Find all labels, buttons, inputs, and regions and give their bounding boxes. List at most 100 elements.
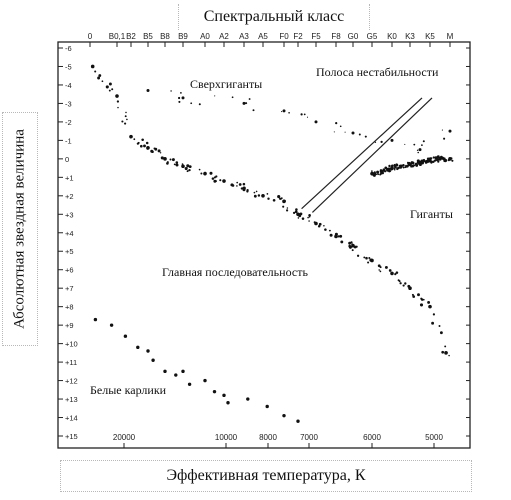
giant-star	[399, 165, 403, 169]
magnitude-tick-label: +1	[65, 173, 74, 182]
magnitude-tick-label: -5	[65, 62, 72, 71]
spectral-tick-label: 0	[88, 32, 93, 41]
main-sequence-star	[286, 207, 289, 209]
giant-star	[391, 164, 394, 168]
giant-star	[388, 164, 391, 168]
main-sequence-star	[296, 212, 300, 217]
main-sequence-star	[146, 147, 150, 150]
spectral-tick-label: F2	[293, 32, 303, 41]
white-dwarf-star	[181, 369, 185, 374]
magnitude-tick-label: -1	[65, 136, 72, 145]
main-sequence-star	[159, 152, 162, 154]
main-sequence-star	[388, 269, 392, 272]
main-sequence-star	[175, 164, 178, 166]
giant-star	[411, 164, 415, 168]
supergiant-star	[417, 151, 419, 154]
main-sequence-star	[282, 205, 285, 208]
white-dwarf-star	[151, 358, 155, 362]
giant-star	[421, 159, 425, 163]
white-dwarf-star	[212, 389, 217, 394]
spectral-tick-label: K0	[387, 32, 397, 41]
giant-star	[430, 161, 433, 164]
giant-star	[373, 174, 376, 177]
temperature-tick-label: 5000	[425, 433, 443, 442]
main-sequence-star	[133, 138, 136, 141]
giant-star	[380, 171, 383, 175]
supergiant-star	[245, 102, 248, 105]
main-sequence-star	[280, 198, 282, 200]
spectral-tick-label: B2	[126, 32, 136, 41]
spectral-tick-label: F8	[331, 32, 341, 41]
main-sequence-star	[295, 208, 298, 211]
supergiant-star	[146, 88, 150, 92]
white-dwarf-star	[136, 345, 140, 350]
main-sequence-star	[323, 224, 325, 227]
supergiant-star	[448, 129, 452, 133]
temperature-tick-label: 20000	[113, 433, 136, 442]
main-sequence-star	[166, 161, 169, 164]
supergiant-star	[314, 120, 318, 124]
main-sequence-star	[124, 115, 127, 118]
spectral-tick-label: A5	[258, 32, 268, 41]
main-sequence-star	[124, 122, 127, 125]
magnitude-tick-label: +7	[65, 284, 74, 293]
magnitude-tick-label: +6	[65, 266, 74, 275]
main-sequence-star	[300, 212, 303, 215]
main-sequence-star	[211, 177, 215, 180]
main-sequence-star	[255, 190, 258, 193]
main-sequence-star	[394, 273, 397, 276]
instability-strip-line	[301, 97, 423, 210]
giant-star	[434, 159, 437, 162]
main-sequence-star	[355, 245, 358, 248]
main-sequence-star	[236, 181, 239, 184]
giant-star	[376, 170, 380, 174]
main-sequence-star	[308, 215, 311, 218]
spectral-tick-label: B9	[178, 32, 188, 41]
supergiant-star	[333, 131, 335, 133]
supergiant-star	[335, 121, 338, 125]
supergiant-star	[416, 149, 419, 151]
giant-star	[402, 166, 405, 169]
giant-star	[443, 157, 446, 160]
magnitude-tick-label: +3	[65, 210, 74, 219]
white-dwarf-star	[265, 404, 269, 409]
giant-star	[396, 167, 399, 171]
white-dwarf-star	[282, 413, 286, 418]
spectral-tick-label: F0	[279, 32, 289, 41]
main-sequence-star	[97, 76, 101, 80]
giant-star	[393, 167, 396, 170]
main-sequence-star	[181, 164, 185, 169]
main-sequence-star	[253, 191, 256, 194]
main-sequence-star	[390, 271, 394, 276]
main-sequence-star	[308, 213, 311, 217]
magnitude-tick-label: +4	[65, 229, 74, 238]
supergiant-star	[364, 135, 367, 138]
giant-star	[415, 164, 419, 167]
main-sequence-star	[438, 325, 441, 327]
spectral-tick-label: M	[447, 32, 454, 41]
main-sequence-star	[427, 300, 431, 304]
main-sequence-star	[203, 171, 207, 175]
main-sequence-star	[294, 210, 298, 214]
main-sequence-star	[143, 144, 146, 148]
main-sequence-star	[402, 284, 405, 287]
main-sequence-star	[272, 198, 276, 202]
main-sequence-star	[253, 194, 257, 198]
white-dwarf-star	[146, 349, 150, 353]
main-sequence-star	[242, 182, 246, 186]
supergiant-star	[170, 90, 172, 92]
main-sequence-star	[324, 228, 327, 231]
giant-star	[393, 163, 396, 166]
main-sequence-star	[163, 157, 167, 161]
white-dwarf-star	[246, 397, 250, 401]
main-sequence-star	[348, 244, 352, 248]
spectral-tick-label: G0	[348, 32, 359, 41]
main-sequence-star	[286, 209, 289, 212]
main-sequence-star	[419, 303, 424, 307]
main-sequence-star	[384, 265, 388, 269]
main-sequence-star	[408, 286, 412, 290]
supergiant-star	[390, 138, 394, 142]
white-dwarf-star	[174, 373, 178, 377]
label-instability-strip: Полоса нестабильности	[316, 65, 439, 80]
